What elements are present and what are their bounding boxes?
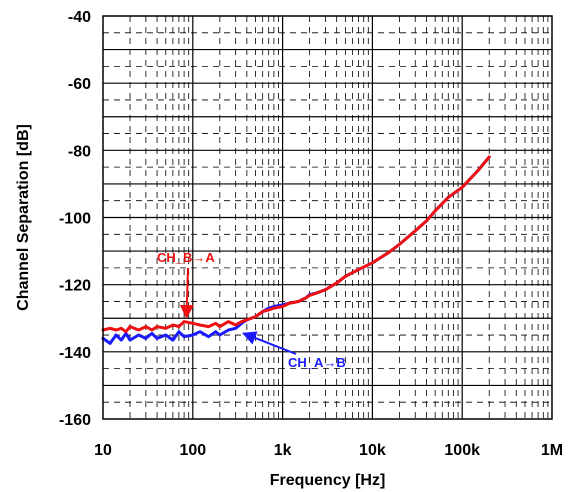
- x-tick-label: 1k: [274, 442, 292, 459]
- ch-b-to-a-arrow: [179, 267, 194, 320]
- x-tick-label: 10k: [359, 442, 386, 459]
- ch-a-to-b-label: CH_A→B: [288, 355, 346, 370]
- y-tick-label: -160: [59, 412, 91, 429]
- x-tick-label: 100: [179, 442, 206, 459]
- ch-a-to-b-arrow: [242, 331, 297, 355]
- ch-b-to-a-label: CH_B→A: [157, 250, 215, 265]
- y-tick-labels: -40 -60 -80 -100 -120 -140 -160: [59, 9, 91, 429]
- x-tick-label: 1M: [541, 442, 563, 459]
- x-tick-label: 100k: [444, 442, 480, 459]
- annotations: CH_B→A CH_A→B: [157, 250, 346, 370]
- y-tick-label: -60: [68, 76, 91, 93]
- y-tick-label: -80: [68, 143, 91, 160]
- major-gridlines: [103, 16, 552, 419]
- series-layer: [101, 155, 491, 345]
- x-axis-label: Frequency [Hz]: [270, 472, 386, 489]
- y-axis-label: Channel Separation [dB]: [15, 124, 32, 311]
- x-tick-labels: 10 100 1k 10k 100k 1M: [94, 442, 563, 459]
- y-tick-label: -120: [59, 278, 91, 295]
- series-line-ch-b-to-a: [101, 155, 491, 334]
- plot-frame: [102, 15, 553, 420]
- y-tick-label: -140: [59, 345, 91, 362]
- y-tick-label: -40: [68, 9, 91, 26]
- x-tick-label: 10: [94, 442, 112, 459]
- y-tick-label: -100: [59, 211, 91, 228]
